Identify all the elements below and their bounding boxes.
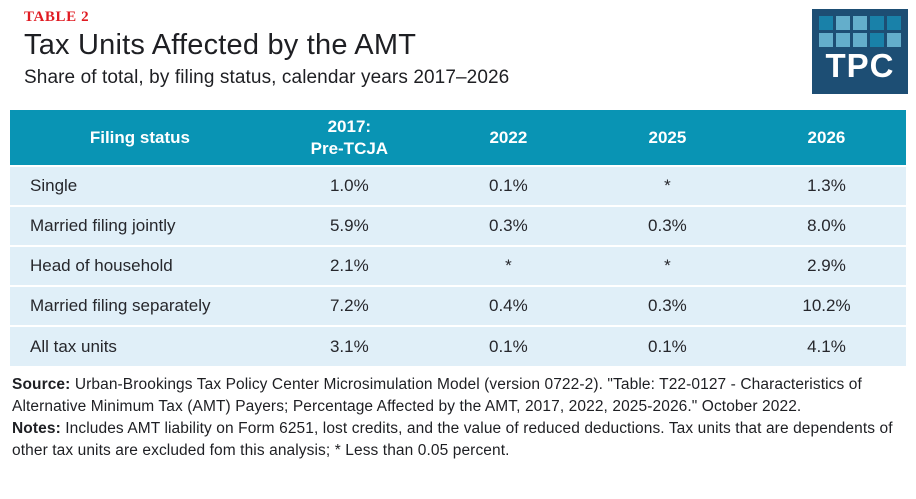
row-label: Head of household	[10, 245, 270, 286]
cell-2017: 2.1%	[269, 245, 429, 286]
logo-square	[819, 16, 833, 30]
table-row-married-jointly: Married filing jointly 5.9% 0.3% 0.3% 8.…	[10, 205, 906, 246]
logo-square	[853, 16, 867, 30]
cell-2022: 0.1%	[428, 325, 588, 366]
cell-2026: 1.3%	[746, 165, 906, 206]
cell-2017: 3.1%	[269, 325, 429, 366]
page-title: Tax Units Affected by the AMT	[24, 29, 417, 61]
cell-2025: *	[587, 165, 747, 206]
logo-text: TPC	[825, 47, 895, 84]
column-header-filing-status: Filing status	[10, 110, 270, 166]
logo-square	[870, 16, 884, 30]
cell-2022: 0.1%	[428, 165, 588, 206]
table-number-label: TABLE 2	[24, 9, 90, 25]
cell-2026: 10.2%	[746, 285, 906, 326]
cell-2025: 0.3%	[587, 205, 747, 246]
amt-table: Filing status 2017: Pre-TCJA 2022 2025 2…	[10, 110, 906, 366]
cell-2025: 0.3%	[587, 285, 747, 326]
column-header-2022: 2022	[428, 110, 588, 166]
row-label: All tax units	[10, 325, 270, 366]
tpc-logo: TPC	[812, 9, 908, 94]
cell-2026: 4.1%	[746, 325, 906, 366]
row-label: Married filing jointly	[10, 205, 270, 246]
row-label: Married filing separately	[10, 285, 270, 326]
logo-square	[887, 33, 901, 47]
page-header: TABLE 2 Tax Units Affected by the AMT Sh…	[0, 0, 916, 101]
notes-label: Notes:	[12, 420, 61, 437]
logo-square	[887, 16, 901, 30]
cell-2017: 7.2%	[269, 285, 429, 326]
logo-square	[819, 33, 833, 47]
notes-text: Includes AMT liability on Form 6251, los…	[12, 420, 893, 459]
table-header-row: Filing status 2017: Pre-TCJA 2022 2025 2…	[10, 110, 906, 166]
cell-2022: 0.4%	[428, 285, 588, 326]
table-row-single: Single 1.0% 0.1% * 1.3%	[10, 165, 906, 206]
source-note: Source: Urban-Brookings Tax Policy Cente…	[12, 374, 906, 418]
table-row-all-tax-units: All tax units 3.1% 0.1% 0.1% 4.1%	[10, 325, 906, 366]
cell-2017: 5.9%	[269, 205, 429, 246]
table-row-married-separately: Married filing separately 7.2% 0.4% 0.3%…	[10, 285, 906, 326]
logo-square	[836, 16, 850, 30]
cell-2025: 0.1%	[587, 325, 747, 366]
table-footer: Source: Urban-Brookings Tax Policy Cente…	[12, 374, 906, 462]
column-header-2026: 2026	[746, 110, 906, 166]
source-text: Urban-Brookings Tax Policy Center Micros…	[12, 376, 862, 415]
row-label: Single	[10, 165, 270, 206]
cell-2022: 0.3%	[428, 205, 588, 246]
cell-2022: *	[428, 245, 588, 286]
source-label: Source:	[12, 376, 71, 393]
cell-2025: *	[587, 245, 747, 286]
cell-2017: 1.0%	[269, 165, 429, 206]
page-subtitle: Share of total, by filing status, calend…	[24, 66, 510, 88]
table-row-head-of-household: Head of household 2.1% * * 2.9%	[10, 245, 906, 286]
logo-square	[870, 33, 884, 47]
notes-note: Notes: Includes AMT liability on Form 62…	[12, 418, 906, 462]
cell-2026: 8.0%	[746, 205, 906, 246]
logo-grid-icon	[819, 16, 901, 47]
cell-2026: 2.9%	[746, 245, 906, 286]
column-header-2017-pre-tcja: 2017: Pre-TCJA	[269, 110, 429, 166]
logo-square	[853, 33, 867, 47]
column-header-2025: 2025	[587, 110, 747, 166]
column-header-line: Pre-TCJA	[310, 138, 389, 158]
column-header-line: 2017:	[327, 117, 372, 137]
logo-square	[836, 33, 850, 47]
title-block: TABLE 2 Tax Units Affected by the AMT Sh…	[24, 9, 509, 89]
